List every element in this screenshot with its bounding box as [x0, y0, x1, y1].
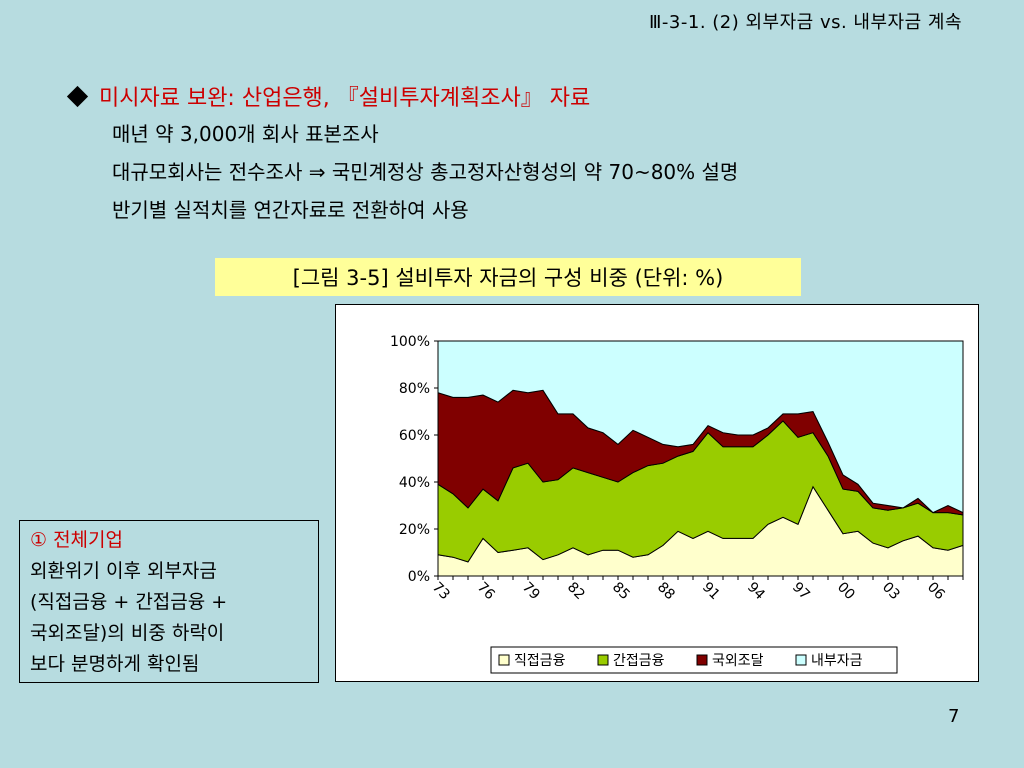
y-tick-label: 20%	[399, 522, 430, 538]
stacked-area-chart: 0% 20% 40% 60% 80% 100% 73 76 79 82 85 88 91 94 97 00 03…	[390, 334, 964, 674]
legend-swatch	[498, 654, 510, 666]
legend-label: 내부자금	[811, 653, 863, 669]
x-tick-label: 88	[654, 579, 678, 603]
x-tick-label: 79	[519, 579, 543, 603]
y-tick-label: 100%	[390, 334, 430, 350]
legend-swatch	[597, 654, 609, 666]
legend-label: 국외조달	[712, 653, 764, 669]
diamond-bullet-icon	[66, 85, 89, 107]
legend-swatch	[696, 654, 708, 666]
note-title: ① 전체기업	[30, 529, 123, 551]
x-tick-label: 94	[744, 579, 768, 603]
note-box: ① 전체기업 외환위기 이후 외부자금 (직접금융 + 간접금융 + 국외조달)…	[19, 520, 319, 683]
page-number: 7	[948, 706, 960, 727]
bullet-title-text: 미시자료 보완: 산업은행, 『설비투자계획조사』 자료	[99, 86, 591, 111]
x-tick-label: 97	[789, 579, 813, 603]
y-tick-label: 40%	[399, 475, 430, 491]
slide-header: Ⅲ-3-1. (2) 외부자금 vs. 내부자금 계속	[649, 12, 962, 33]
x-tick-label: 85	[609, 579, 633, 603]
x-tick-label: 82	[564, 579, 588, 603]
note-line-1: 외환위기 이후 외부자금	[30, 560, 217, 582]
x-tick-label: 73	[429, 579, 453, 603]
legend-label: 간접금융	[613, 653, 665, 669]
plot-border	[437, 340, 964, 577]
bullet-title: 미시자료 보완: 산업은행, 『설비투자계획조사』 자료	[66, 80, 590, 112]
x-tick-label: 06	[924, 579, 948, 603]
figure-caption: [그림 3-5] 설비투자 자금의 구성 비중 (단위: %)	[215, 258, 801, 296]
x-tick-label: 91	[699, 579, 723, 603]
bullet-line-3: 반기별 실적치를 연간자료로 전환하여 사용	[112, 198, 469, 222]
note-line-4: 보다 분명하게 확인됨	[30, 653, 200, 675]
bullet-line-2: 대규모회사는 전수조사 ⇒ 국민계정상 총고정자산형성의 약 70~80% 설명	[112, 160, 739, 184]
legend-box	[490, 646, 898, 674]
x-tick-label: 00	[834, 579, 858, 603]
x-tick-label: 76	[474, 579, 498, 603]
bullet-line-1: 매년 약 3,000개 회사 표본조사	[112, 122, 379, 146]
legend-label: 직접금융	[514, 653, 566, 669]
y-tick-label: 60%	[399, 428, 430, 444]
chart-container: 0% 20% 40% 60% 80% 100% 73 76 79 82 85 88 91 94 97 00 03…	[335, 304, 979, 682]
note-line-2: (직접금융 + 간접금융 +	[30, 591, 228, 613]
note-line-3: 국외조달)의 비중 하락이	[30, 622, 225, 644]
x-tick-label: 03	[879, 579, 903, 603]
y-tick-label: 0%	[408, 569, 430, 585]
y-tick-label: 80%	[399, 381, 430, 397]
legend-swatch	[795, 654, 807, 666]
